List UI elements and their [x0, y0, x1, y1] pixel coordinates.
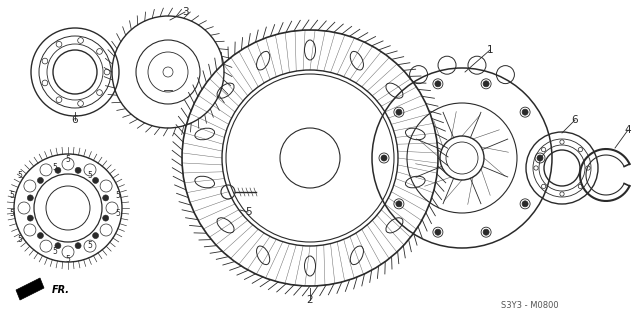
- Circle shape: [483, 229, 489, 235]
- Text: 1: 1: [486, 45, 493, 55]
- Circle shape: [394, 107, 404, 117]
- Text: 5: 5: [10, 209, 15, 218]
- Text: 5: 5: [52, 164, 58, 172]
- Circle shape: [55, 243, 61, 249]
- Circle shape: [481, 79, 491, 89]
- Circle shape: [435, 229, 441, 235]
- Circle shape: [520, 199, 530, 209]
- Circle shape: [55, 167, 61, 173]
- Circle shape: [522, 109, 528, 115]
- Text: 5: 5: [17, 236, 22, 244]
- Text: 6: 6: [572, 115, 579, 125]
- Circle shape: [28, 195, 33, 201]
- Circle shape: [483, 81, 489, 87]
- Text: 5: 5: [52, 247, 58, 257]
- Text: 5: 5: [65, 156, 70, 164]
- Circle shape: [75, 243, 81, 249]
- Text: 5: 5: [10, 190, 15, 199]
- Circle shape: [535, 153, 545, 163]
- Circle shape: [435, 81, 441, 87]
- Text: 5: 5: [244, 207, 252, 217]
- Text: 6: 6: [72, 115, 78, 125]
- Text: 5: 5: [116, 190, 120, 199]
- Circle shape: [481, 227, 491, 237]
- Circle shape: [75, 167, 81, 173]
- Text: 5: 5: [116, 209, 120, 218]
- Text: 5: 5: [88, 241, 92, 250]
- Text: 2: 2: [307, 295, 314, 305]
- Text: 4: 4: [625, 125, 631, 135]
- Circle shape: [28, 215, 33, 221]
- Text: 5: 5: [88, 171, 92, 180]
- Circle shape: [37, 177, 44, 183]
- Circle shape: [433, 79, 443, 89]
- Circle shape: [396, 109, 402, 115]
- Circle shape: [93, 177, 99, 183]
- Circle shape: [93, 233, 99, 239]
- Circle shape: [381, 155, 387, 161]
- Text: 3: 3: [182, 7, 188, 17]
- Circle shape: [394, 199, 404, 209]
- Polygon shape: [16, 278, 44, 300]
- Circle shape: [520, 107, 530, 117]
- Text: 5: 5: [65, 255, 70, 265]
- Circle shape: [102, 195, 109, 201]
- Circle shape: [433, 227, 443, 237]
- Circle shape: [37, 233, 44, 239]
- Text: 5: 5: [17, 172, 22, 180]
- Circle shape: [537, 155, 543, 161]
- Circle shape: [396, 201, 402, 207]
- Circle shape: [102, 215, 109, 221]
- Circle shape: [522, 201, 528, 207]
- Circle shape: [379, 153, 389, 163]
- Text: S3Y3 - M0800: S3Y3 - M0800: [501, 301, 559, 310]
- Text: FR.: FR.: [52, 285, 70, 295]
